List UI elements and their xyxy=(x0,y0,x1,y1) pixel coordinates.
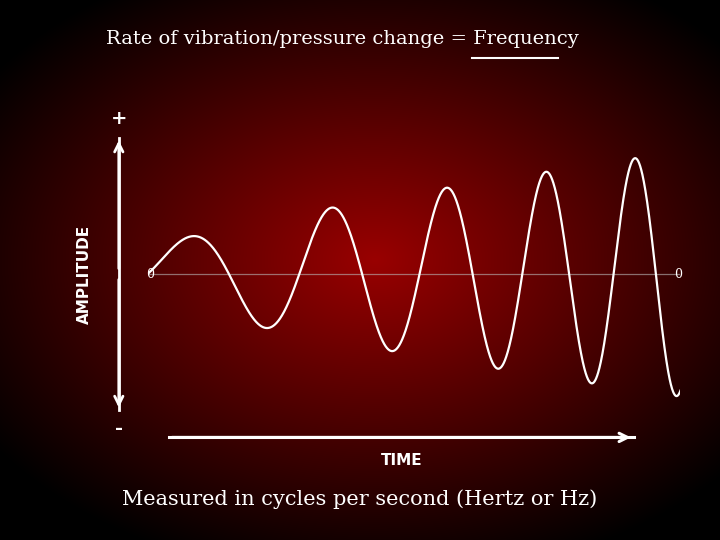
Text: Measured in cycles per second (Hertz or Hz): Measured in cycles per second (Hertz or … xyxy=(122,490,598,509)
Text: +: + xyxy=(111,110,127,128)
Text: 0: 0 xyxy=(146,267,154,281)
Text: 0: 0 xyxy=(674,267,682,281)
Text: AMPLITUDE: AMPLITUDE xyxy=(77,225,91,323)
Text: Rate of vibration/pressure change = Frequency: Rate of vibration/pressure change = Freq… xyxy=(106,30,578,48)
Text: -: - xyxy=(114,420,123,438)
Text: TIME: TIME xyxy=(381,453,422,468)
